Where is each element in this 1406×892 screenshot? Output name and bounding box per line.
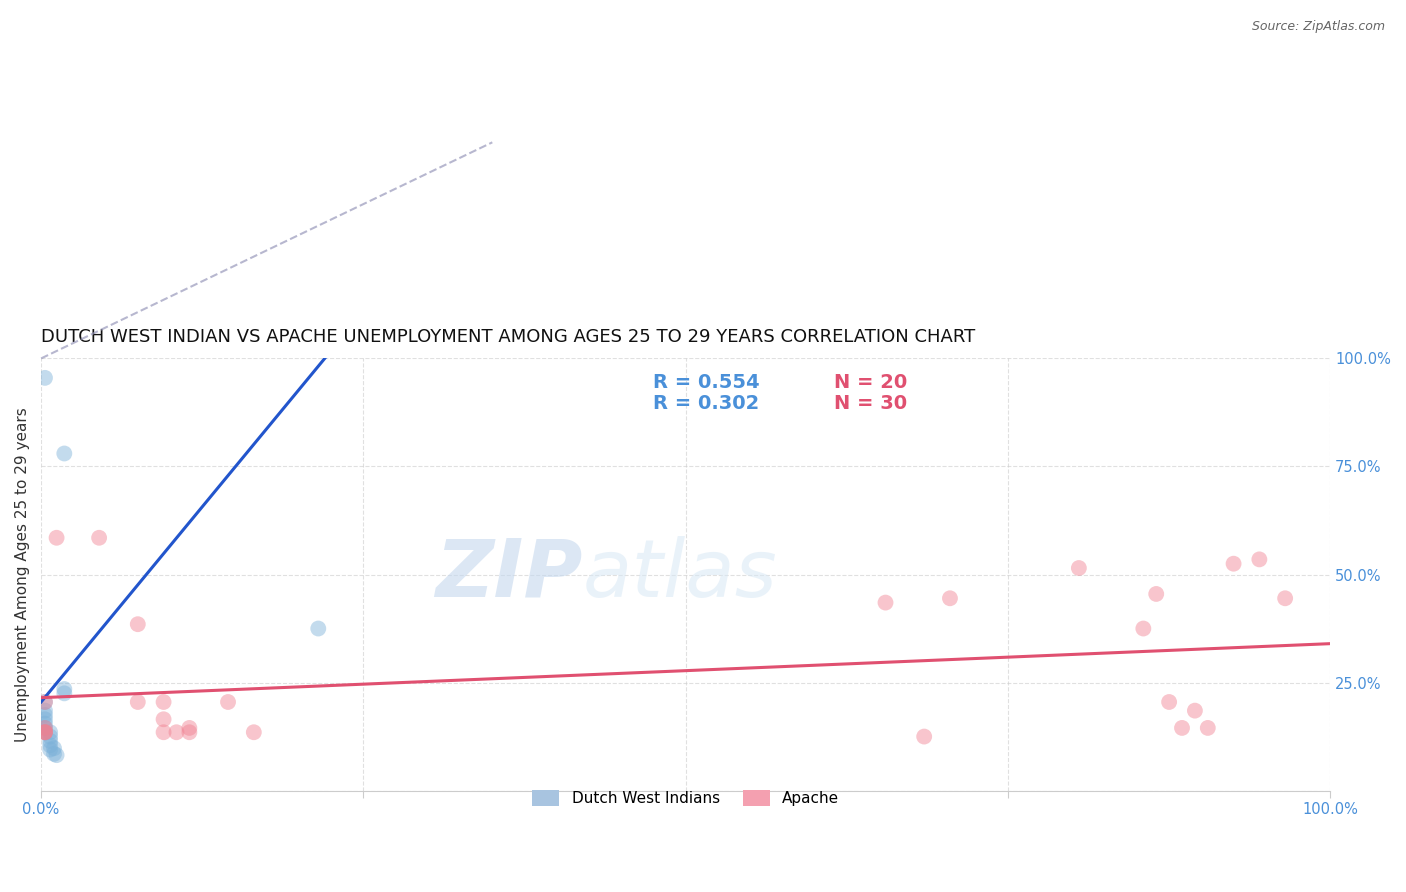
Point bbox=[307, 622, 329, 636]
Point bbox=[39, 730, 62, 744]
Point bbox=[34, 725, 56, 739]
Point bbox=[34, 721, 56, 735]
Point bbox=[1159, 695, 1181, 709]
Point bbox=[34, 695, 56, 709]
Text: R = 0.554: R = 0.554 bbox=[654, 373, 761, 392]
Point bbox=[34, 725, 56, 739]
Point bbox=[42, 741, 65, 756]
Point bbox=[1144, 587, 1167, 601]
Point bbox=[1274, 591, 1296, 606]
Point bbox=[34, 708, 56, 723]
Point bbox=[1222, 557, 1244, 571]
Text: DUTCH WEST INDIAN VS APACHE UNEMPLOYMENT AMONG AGES 25 TO 29 YEARS CORRELATION C: DUTCH WEST INDIAN VS APACHE UNEMPLOYMENT… bbox=[41, 327, 976, 346]
Point bbox=[53, 681, 76, 696]
Point bbox=[39, 734, 62, 748]
Point bbox=[34, 725, 56, 739]
Point bbox=[34, 721, 56, 735]
Point bbox=[152, 725, 174, 739]
Point bbox=[53, 686, 76, 700]
Point bbox=[152, 695, 174, 709]
Point bbox=[45, 531, 67, 545]
Point bbox=[39, 738, 62, 752]
Point bbox=[127, 617, 149, 632]
Text: N = 20: N = 20 bbox=[834, 373, 907, 392]
Point bbox=[42, 747, 65, 761]
Point bbox=[34, 716, 56, 731]
Point bbox=[217, 695, 239, 709]
Point bbox=[912, 730, 935, 744]
Text: Source: ZipAtlas.com: Source: ZipAtlas.com bbox=[1251, 20, 1385, 33]
Point bbox=[39, 742, 62, 756]
Point bbox=[179, 721, 201, 735]
Point bbox=[53, 446, 76, 460]
Point bbox=[1184, 704, 1206, 718]
Point bbox=[34, 695, 56, 709]
Point bbox=[34, 712, 56, 726]
Point bbox=[87, 531, 110, 545]
Point bbox=[34, 704, 56, 718]
Text: N = 30: N = 30 bbox=[834, 394, 907, 413]
Point bbox=[179, 725, 201, 739]
Point bbox=[34, 725, 56, 739]
Text: R = 0.302: R = 0.302 bbox=[654, 394, 759, 413]
Point bbox=[34, 371, 56, 385]
Point bbox=[39, 725, 62, 739]
Y-axis label: Unemployment Among Ages 25 to 29 years: Unemployment Among Ages 25 to 29 years bbox=[15, 407, 30, 742]
Point bbox=[1171, 721, 1194, 735]
Point bbox=[45, 748, 67, 763]
Point bbox=[166, 725, 188, 739]
Point bbox=[127, 695, 149, 709]
Point bbox=[1249, 552, 1271, 566]
Point bbox=[1067, 561, 1090, 575]
Point bbox=[1132, 622, 1154, 636]
Point bbox=[152, 712, 174, 726]
Legend: Dutch West Indians, Apache: Dutch West Indians, Apache bbox=[524, 783, 848, 814]
Point bbox=[939, 591, 962, 606]
Text: atlas: atlas bbox=[582, 535, 778, 614]
Point bbox=[243, 725, 266, 739]
Point bbox=[875, 596, 897, 610]
Text: ZIP: ZIP bbox=[436, 535, 582, 614]
Point bbox=[1197, 721, 1219, 735]
